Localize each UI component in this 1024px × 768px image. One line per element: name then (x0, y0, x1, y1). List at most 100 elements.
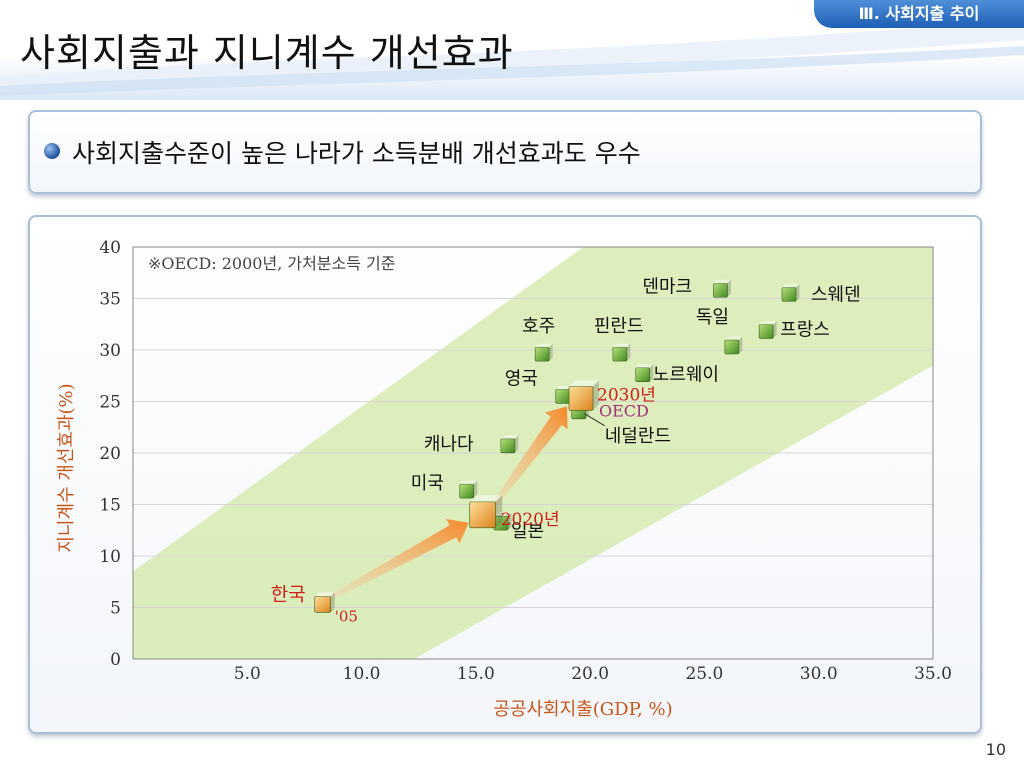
country-label: 핀란드 (594, 316, 644, 337)
oecd-label: OECD (599, 401, 649, 420)
chart-annotation: ※OECD: 2000년, 가처분소득 기준 (148, 254, 396, 273)
country-point (459, 480, 478, 499)
projection-arrow-2020 (331, 519, 469, 599)
projection-point-2020-top (469, 495, 503, 502)
plot-frame (132, 246, 934, 660)
korea-point (314, 592, 335, 613)
country-point-side (796, 283, 800, 302)
projection-point-2030-face (568, 386, 594, 411)
projection-point-2020-face (469, 501, 497, 529)
country-point (534, 343, 553, 362)
country-label: 노르웨이 (653, 365, 719, 386)
country-point-top (535, 343, 553, 348)
x-tick-label: 5.0 (234, 664, 261, 684)
country-point-top (724, 336, 743, 340)
country-label: 스웨덴 (811, 284, 861, 305)
country-label: 영국 (505, 368, 538, 389)
country-point-top (713, 279, 731, 284)
country-label: 프랑스 (780, 319, 830, 340)
country-point-face (459, 483, 475, 499)
country-label: 미국 (411, 473, 444, 494)
korea-point-side (330, 592, 335, 613)
korea-label: 한국 (271, 583, 306, 605)
country-point-side (508, 512, 512, 531)
bullet-text: 사회지출수준이 높은 나라가 소득분배 개선효과도 우수 (72, 139, 641, 168)
country-point (724, 336, 743, 355)
country-label: 덴마크 (642, 276, 692, 297)
x-tick-label: 20.0 (571, 664, 609, 684)
country-point-top (494, 512, 512, 517)
country-point-side (514, 435, 519, 453)
country-point-side (549, 343, 553, 362)
korea-point-face (314, 596, 332, 613)
header-swoosh (0, 20, 1024, 96)
country-point (493, 512, 512, 531)
y-tick-label: 0 (110, 650, 121, 670)
korea-point-top (314, 592, 335, 597)
projection-point-2020-side (495, 495, 503, 528)
netherlands-leader-line (584, 413, 605, 427)
y-tick-label: 25 (99, 393, 121, 413)
country-point (500, 435, 519, 454)
bullet-icon (44, 143, 60, 159)
slide-title: 사회지출과 지니계수 개선효과 (20, 31, 514, 75)
y-tick-label: 30 (99, 341, 121, 361)
country-point (635, 364, 654, 383)
y-tick-label: 20 (99, 444, 121, 464)
country-point (713, 279, 731, 298)
country-point-top (635, 364, 654, 368)
country-point-side (473, 480, 478, 499)
projection-arrow-2030 (490, 406, 568, 509)
country-label: 일본 (511, 521, 544, 542)
country-point-top (612, 343, 631, 348)
country-point-top (759, 320, 777, 325)
projection-label-2020: 2020년 (501, 510, 560, 530)
y-tick-label: 10 (99, 547, 121, 567)
country-point-side (773, 320, 777, 339)
country-point-face (635, 367, 651, 383)
country-point-face (781, 287, 797, 302)
x-tick-label: 30.0 (800, 664, 838, 684)
country-point (758, 320, 777, 339)
country-point-face (758, 324, 774, 339)
korea-year-label: '05 (335, 607, 358, 625)
country-point-face (612, 346, 628, 362)
projection-label-2030: 2030년 (597, 385, 656, 405)
section-tab: Ⅲ. 사회지출 추이 (814, 0, 1024, 28)
country-label: 호주 (522, 316, 555, 337)
country-point-top (500, 435, 519, 439)
country-label: 네덜란드 (605, 426, 671, 447)
country-point (612, 343, 631, 362)
country-point-face (500, 438, 516, 454)
y-tick-label: 15 (99, 496, 121, 516)
x-tick-label: 35.0 (914, 664, 952, 684)
country-point-face (534, 346, 550, 362)
projection-point-2020 (469, 495, 503, 529)
y-tick-label: 40 (99, 238, 121, 258)
projection-point-2030-top (569, 380, 599, 387)
country-point-face (555, 389, 571, 404)
x-tick-label: 10.0 (343, 664, 381, 684)
x-tick-label: 15.0 (457, 664, 495, 684)
x-axis-title: 공공사회지출(GDP, %) (493, 699, 672, 720)
country-point-top (782, 283, 800, 288)
country-point-side (649, 364, 654, 382)
country-point-face (713, 282, 728, 298)
country-point-side (727, 279, 731, 298)
country-point-face (724, 339, 740, 355)
country-point-side (626, 343, 631, 362)
y-axis-title: 지니계수 개선효과(%) (56, 383, 77, 552)
country-point (781, 283, 800, 302)
country-point-side (738, 336, 743, 354)
country-point-top (459, 480, 478, 485)
bullet-box: 사회지출수준이 높은 나라가 소득분배 개선효과도 우수 (28, 110, 982, 194)
projection-point-2030 (568, 380, 599, 411)
country-label: 독일 (696, 307, 729, 328)
projection-point-2030-side (593, 380, 599, 411)
y-tick-label: 35 (99, 290, 121, 310)
page-number: 10 (985, 740, 1006, 759)
y-tick-label: 5 (110, 599, 121, 619)
x-tick-label: 25.0 (685, 664, 723, 684)
country-label: 캐나다 (424, 434, 474, 455)
